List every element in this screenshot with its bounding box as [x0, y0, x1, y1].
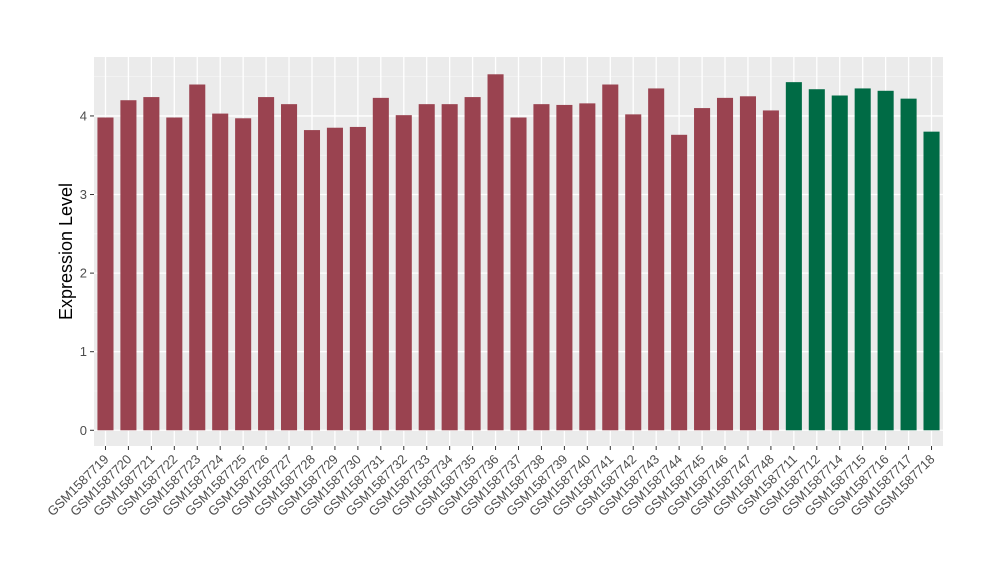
bar-gsm1587711 [785, 82, 802, 431]
x-axis: GSM1587719GSM1587720GSM1587721GSM1587722… [44, 446, 938, 519]
bar-gsm1587737 [510, 117, 527, 431]
bar-gsm1587748 [762, 110, 779, 431]
y-tick-label: 2 [80, 266, 87, 281]
bar-gsm1587723 [189, 84, 206, 431]
bar-gsm1587746 [716, 97, 734, 431]
bar-gsm1587739 [556, 104, 573, 431]
bar-gsm1587740 [579, 103, 596, 431]
bar-gsm1587732 [395, 115, 412, 431]
bar-gsm1587743 [648, 88, 665, 431]
bar-gsm1587719 [97, 117, 114, 431]
bar-gsm1587733 [418, 104, 435, 431]
bar-gsm1587728 [303, 130, 321, 431]
bar-gsm1587716 [877, 90, 894, 431]
bar-gsm1587729 [326, 127, 343, 431]
bar-gsm1587712 [808, 89, 825, 431]
bar-gsm1587715 [854, 88, 871, 431]
bar-gsm1587747 [739, 96, 756, 431]
bar-gsm1587727 [281, 104, 298, 431]
bar-gsm1587718 [923, 131, 940, 431]
bar-gsm1587720 [120, 100, 137, 431]
bar-gsm1587717 [900, 98, 917, 431]
bar-gsm1587724 [212, 113, 229, 431]
bar-gsm1587730 [349, 126, 366, 431]
bar-gsm1587734 [441, 104, 458, 431]
y-tick-label: 4 [80, 108, 87, 123]
bar-gsm1587738 [533, 104, 550, 431]
bar-gsm1587721 [143, 97, 160, 431]
bar-gsm1587725 [235, 118, 252, 431]
y-axis-title: Expression Level [56, 183, 76, 320]
bars [97, 74, 940, 431]
bar-gsm1587744 [671, 134, 688, 431]
y-tick-label: 1 [80, 344, 87, 359]
bar-gsm1587742 [625, 114, 642, 431]
bar-gsm1587726 [258, 97, 275, 431]
bar-gsm1587745 [694, 108, 711, 431]
y-tick-label: 0 [80, 423, 87, 438]
bar-gsm1587714 [831, 95, 848, 431]
y-axis: 0 1 2 3 4 [80, 108, 94, 438]
bar-gsm1587731 [372, 97, 389, 431]
bar-gsm1587736 [487, 74, 504, 431]
bar-gsm1587735 [464, 97, 481, 431]
bar-gsm1587741 [602, 84, 619, 431]
bar-gsm1587722 [166, 117, 183, 431]
y-tick-label: 3 [80, 187, 87, 202]
